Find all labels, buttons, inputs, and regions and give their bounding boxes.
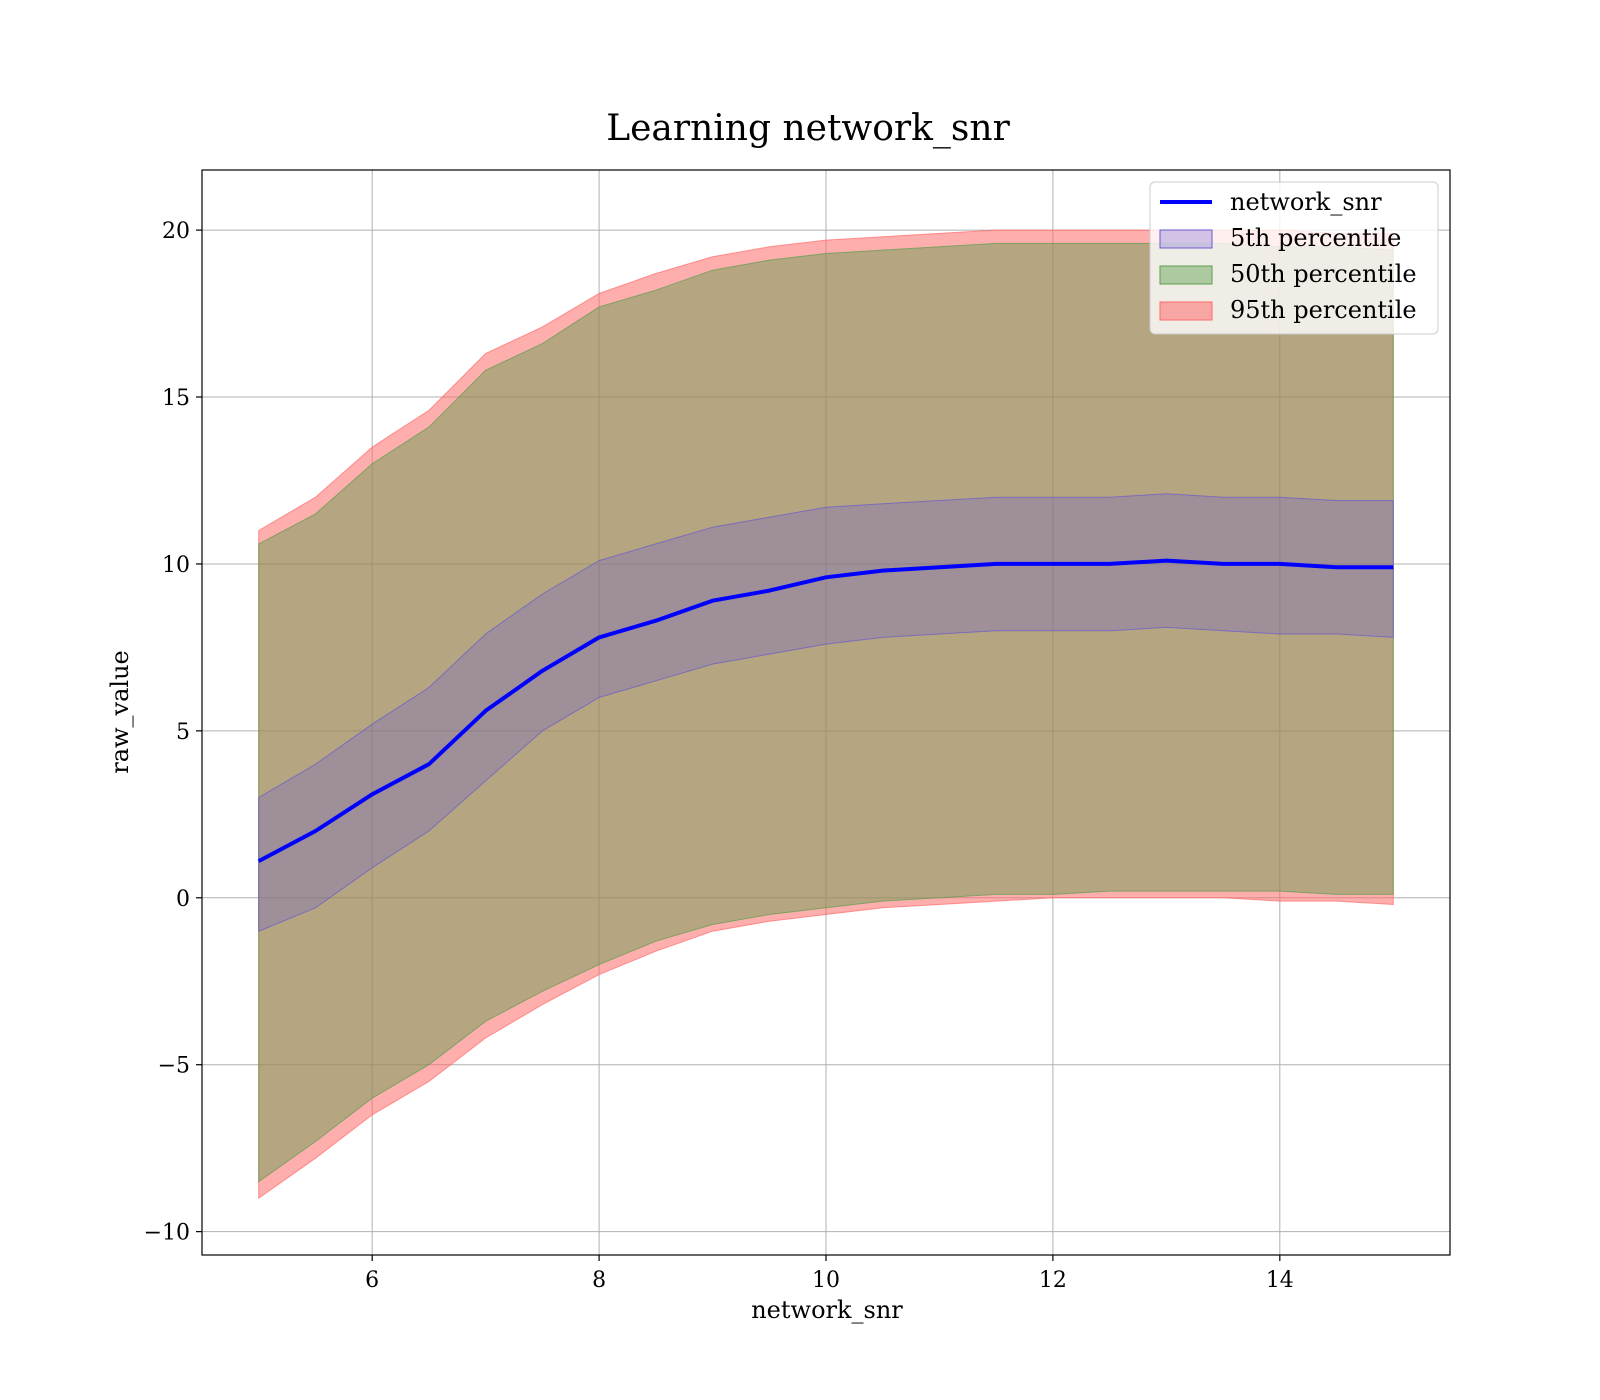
x-tick-label: 10 xyxy=(812,1268,840,1293)
band-5th-percentile xyxy=(258,493,1394,932)
percentile-bands xyxy=(258,229,1394,1200)
x-tick-label: 12 xyxy=(1039,1268,1067,1293)
series-lines xyxy=(257,558,1394,863)
legend: network_snr 5th percentile 50th percentile… xyxy=(1149,181,1439,335)
y-tick-label: 0 xyxy=(176,887,190,912)
y-tick-label: −5 xyxy=(158,1054,190,1079)
x-tick-label: 8 xyxy=(592,1268,606,1293)
legend-swatch-patch xyxy=(1159,301,1213,321)
legend-box xyxy=(1149,181,1439,335)
legend-label: 50th percentile xyxy=(1230,260,1417,288)
axis-ticks: 6 8 10 12 14 −10 −5 0 5 10 15 20 xyxy=(144,219,1294,1293)
x-tick-label: 6 xyxy=(365,1268,379,1293)
x-tick-label: 14 xyxy=(1266,1268,1294,1293)
x-axis-label: network_snr xyxy=(751,1296,903,1324)
y-tick-label: −10 xyxy=(144,1221,190,1246)
series-line-network_snr xyxy=(257,558,1394,863)
y-tick-label: 10 xyxy=(162,553,190,578)
band-95th-percentile xyxy=(258,229,1394,1200)
y-tick-label: 15 xyxy=(162,386,190,411)
legend-swatch-patch xyxy=(1159,265,1213,285)
legend-label: network_snr xyxy=(1230,188,1382,216)
y-tick-label: 5 xyxy=(176,720,190,745)
y-axis-label: raw_value xyxy=(106,650,134,774)
band-50th-percentile xyxy=(258,242,1394,1183)
y-tick-label: 20 xyxy=(162,219,190,244)
legend-label: 5th percentile xyxy=(1230,224,1401,252)
legend-label: 95th percentile xyxy=(1230,296,1417,324)
chart-title: Learning network_snr xyxy=(606,108,1010,149)
legend-swatch-patch xyxy=(1159,229,1213,249)
